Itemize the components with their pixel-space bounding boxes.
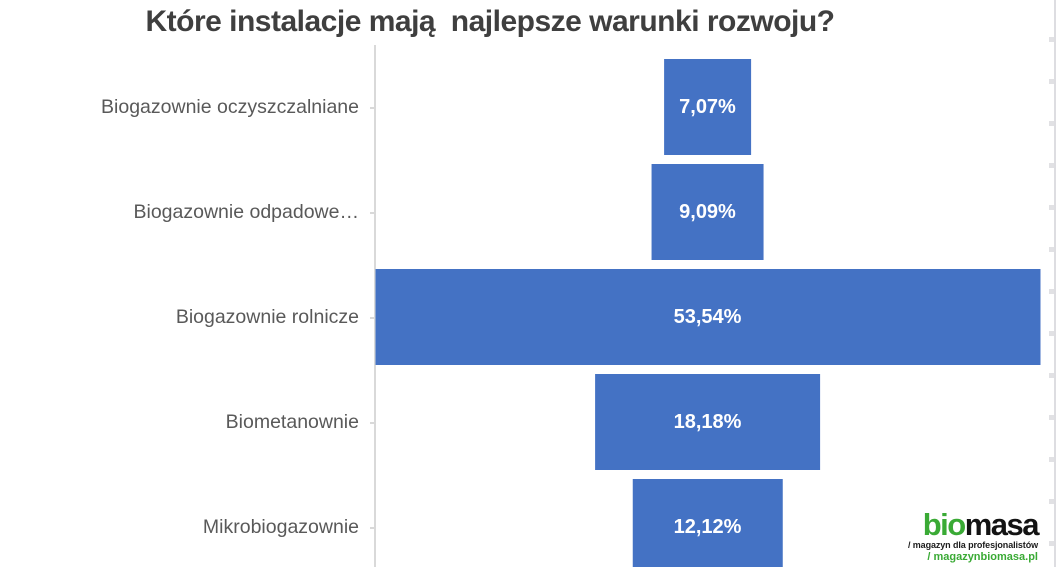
chart-row: Biogazownie oczyszczalniane 7,07% — [0, 55, 1060, 160]
logo-tagline: / magazyn dla profesjonalistów — [907, 540, 1038, 550]
axis-tick — [370, 107, 374, 109]
row-plot: 18,18% — [375, 370, 1060, 475]
row-plot: 7,07% — [375, 55, 1060, 160]
bar-value-label: 18,18% — [673, 410, 742, 433]
chart-row: Biogazownie rolnicze 53,54% — [0, 265, 1060, 370]
axis-tick — [370, 422, 374, 424]
category-label: Biogazownie rolnicze — [175, 306, 359, 328]
bar: 7,07% — [663, 59, 752, 155]
category-label: Biometanownie — [225, 411, 359, 433]
row-plot: 53,54% — [375, 265, 1060, 370]
bar: 53,54% — [375, 269, 1040, 365]
chart-row: Biogazownie odpadowe… 9,09% — [0, 160, 1060, 265]
bar-value-label: 12,12% — [673, 515, 742, 538]
biomasa-logo: biomasa / magazyn dla profesjonalistów /… — [907, 506, 1040, 563]
bar: 12,12% — [632, 479, 783, 567]
axis-tick — [370, 527, 374, 529]
logo-wordmark: biomasa — [908, 506, 1040, 542]
chart-row: Mikrobiogazownie 12,12% — [0, 475, 1060, 567]
logo-text-masa: masa — [964, 506, 1040, 542]
logo-url: / magazynbiomasa.pl — [927, 551, 1038, 563]
axis-tick — [370, 212, 374, 214]
category-label: Mikrobiogazownie — [202, 516, 359, 538]
axis-tick — [370, 317, 374, 319]
row-plot: 12,12% — [375, 475, 1060, 567]
plot-area: Biogazownie oczyszczalniane 7,07% Biogazow… — [0, 55, 1060, 567]
row-plot: 9,09% — [375, 160, 1060, 265]
right-edge-ticks — [1049, 0, 1054, 567]
chart-row: Biometanownie 18,18% — [0, 370, 1060, 475]
chart-title: Które instalacje mają najlepsze warunki … — [145, 5, 835, 38]
bar: 9,09% — [651, 164, 764, 260]
bar-value-label: 9,09% — [679, 200, 736, 223]
bar: 18,18% — [594, 374, 821, 470]
category-label: Biogazownie odpadowe… — [133, 201, 360, 223]
logo-text-bio: bio — [922, 506, 967, 542]
category-label: Biogazownie oczyszczalniane — [101, 96, 359, 118]
right-border-line — [1054, 0, 1056, 567]
bar-value-label: 53,54% — [673, 305, 742, 328]
bar-value-label: 7,07% — [679, 95, 736, 118]
